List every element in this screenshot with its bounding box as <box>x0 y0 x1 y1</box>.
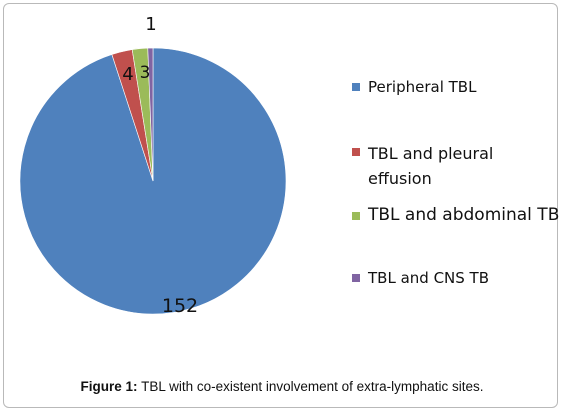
data-label: 4 <box>122 64 133 85</box>
data-label: 1 <box>145 14 156 35</box>
figure-caption: Figure 1: TBL with co-existent involveme… <box>0 379 564 394</box>
figure-caption-label: Figure 1: <box>80 379 138 394</box>
figure-caption-text: TBL with co-existent involvement of extr… <box>137 379 484 394</box>
data-label: 152 <box>162 295 198 317</box>
data-label: 3 <box>140 63 151 83</box>
pie-slice <box>147 47 154 182</box>
